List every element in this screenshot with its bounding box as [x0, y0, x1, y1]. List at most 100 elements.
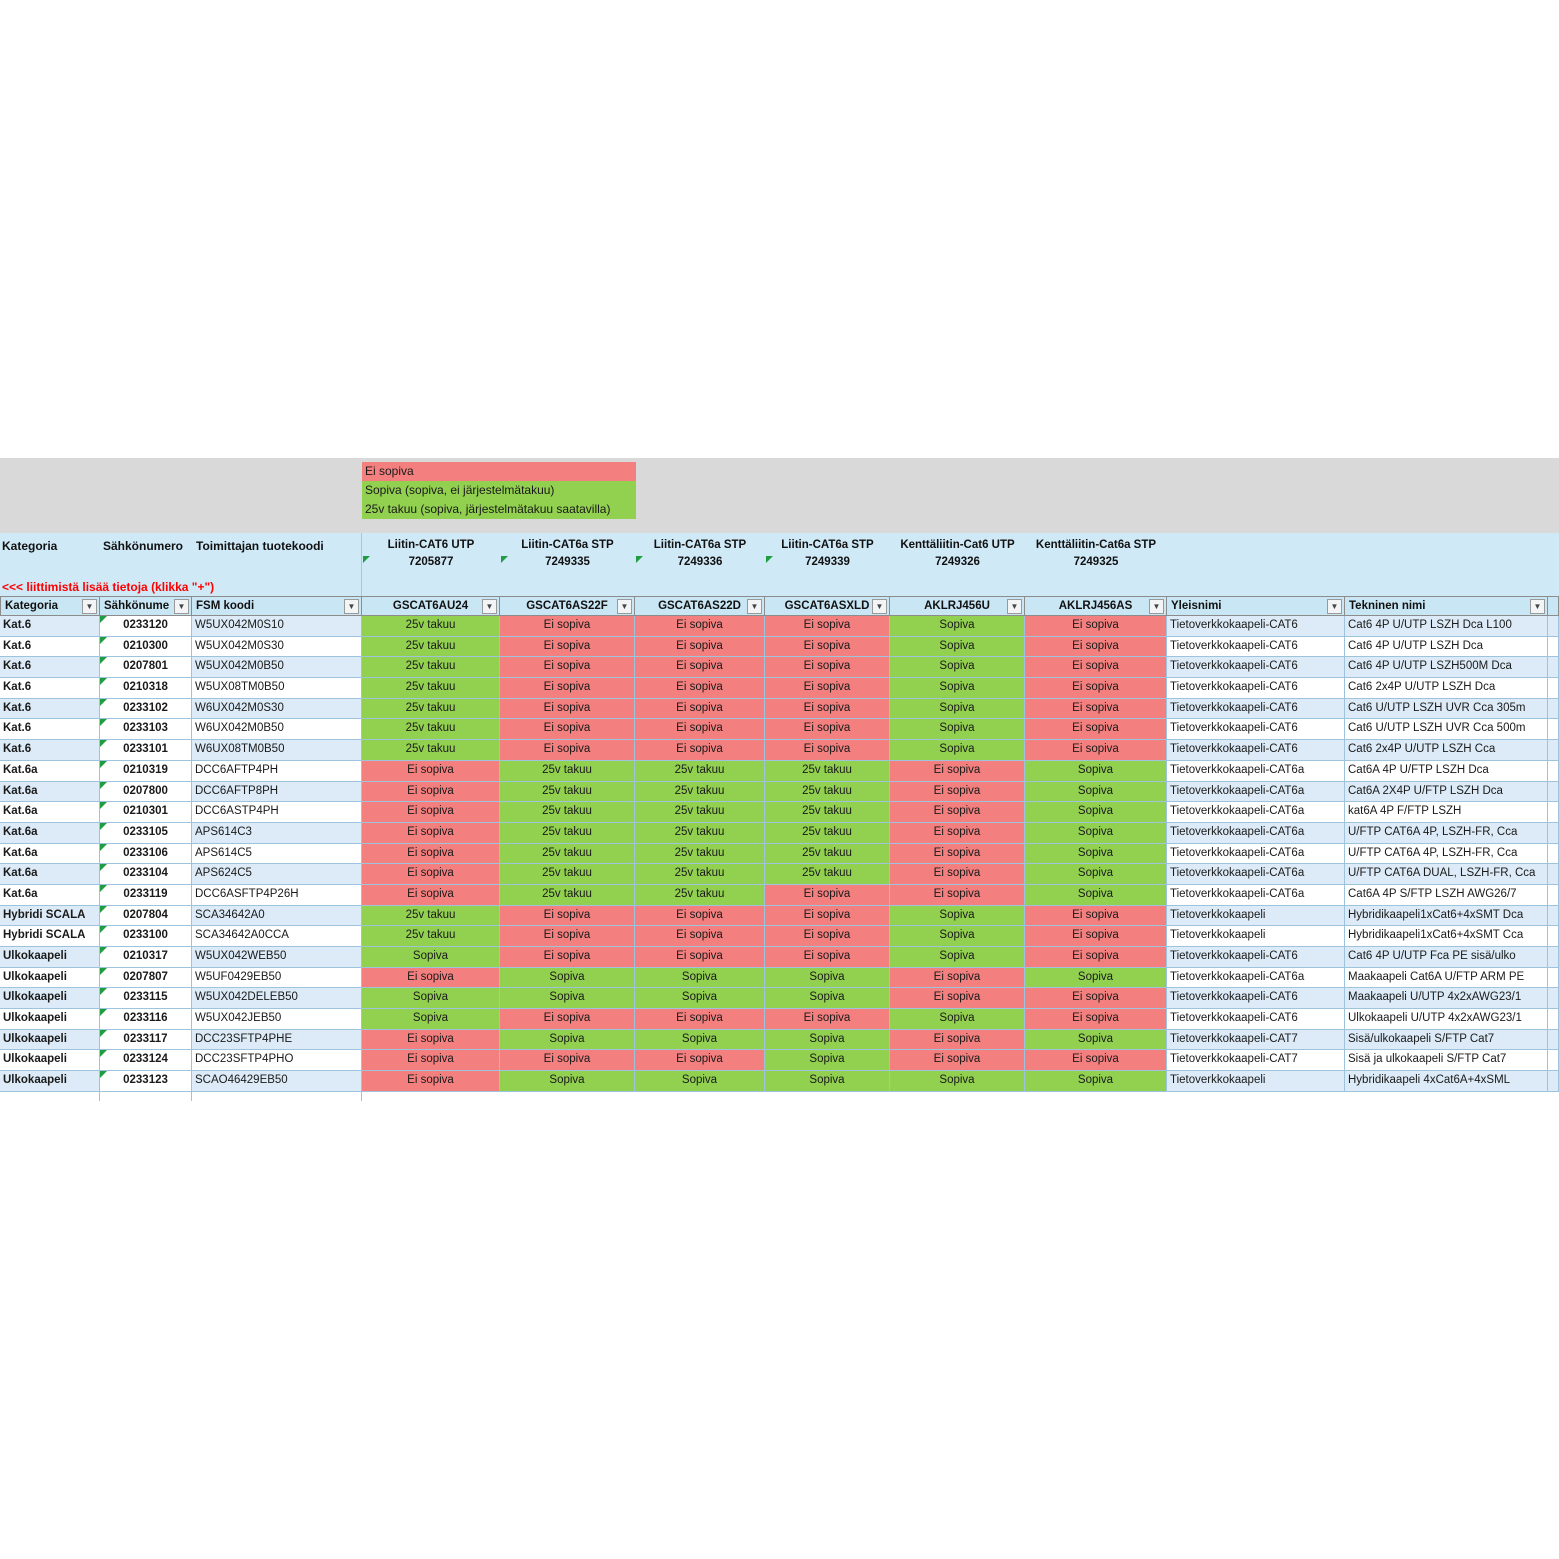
- cell-status[interactable]: 25v takuu: [362, 636, 500, 658]
- cell-status[interactable]: Sopiva: [1025, 822, 1167, 844]
- cell-kategoria[interactable]: Kat.6a: [0, 884, 100, 906]
- cell-kategoria[interactable]: Ulkokaapeli: [0, 947, 100, 968]
- cell-tekninen-nimi[interactable]: Hybridikaapeli1xCat6+4xSMT Cca: [1345, 926, 1548, 947]
- filter-dropdown-button[interactable]: ▼: [617, 599, 632, 614]
- cell-status[interactable]: Ei sopiva: [635, 947, 765, 968]
- cell-status[interactable]: Ei sopiva: [500, 657, 635, 679]
- cell-status[interactable]: 25v takuu: [635, 843, 765, 865]
- cell-tekninen-nimi[interactable]: Cat6A 4P S/FTP LSZH AWG26/7: [1345, 884, 1548, 906]
- cell-fsm-koodi[interactable]: DCC6ASTP4PH: [192, 802, 362, 823]
- cell-yleisnimi[interactable]: Tietoverkkokaapeli-CAT6: [1167, 636, 1345, 658]
- cell-status[interactable]: Sopiva: [1025, 884, 1167, 906]
- cell-status[interactable]: Sopiva: [1025, 864, 1167, 885]
- cell-status[interactable]: Sopiva: [765, 1050, 890, 1072]
- cell-sahkonumero[interactable]: 0210317: [100, 947, 192, 968]
- cell-sahkonumero[interactable]: 0233105: [100, 822, 192, 844]
- cell-kategoria[interactable]: Kat.6: [0, 657, 100, 679]
- cell-status[interactable]: Ei sopiva: [1025, 719, 1167, 741]
- filter-dropdown-button[interactable]: ▼: [344, 599, 359, 614]
- cell-sahkonumero[interactable]: 0233124: [100, 1050, 192, 1072]
- cell-status[interactable]: 25v takuu: [362, 926, 500, 947]
- cell-kategoria[interactable]: Kat.6a: [0, 864, 100, 885]
- cell-kategoria[interactable]: Kat.6a: [0, 781, 100, 803]
- cell-sahkonumero[interactable]: 0207807: [100, 967, 192, 989]
- cell-status[interactable]: Sopiva: [1025, 760, 1167, 782]
- filter-cell-tekninen-nimi[interactable]: Tekninen nimi ▼: [1345, 596, 1548, 616]
- filter-cell-fsm-koodi[interactable]: FSM koodi ▼: [192, 596, 362, 616]
- cell-status[interactable]: Ei sopiva: [362, 1050, 500, 1072]
- cell-kategoria[interactable]: Kat.6: [0, 719, 100, 741]
- cell-yleisnimi[interactable]: Tietoverkkokaapeli-CAT6a: [1167, 802, 1345, 823]
- filter-cell-kategoria[interactable]: Kategoria ▼: [0, 596, 100, 616]
- cell-status[interactable]: Sopiva: [765, 1071, 890, 1092]
- cell-status[interactable]: 25v takuu: [765, 822, 890, 844]
- cell-status[interactable]: Sopiva: [890, 1009, 1025, 1030]
- cell-status[interactable]: Sopiva: [890, 926, 1025, 947]
- cell-status[interactable]: Sopiva: [362, 947, 500, 968]
- cell-status[interactable]: 25v takuu: [765, 760, 890, 782]
- cell-status[interactable]: Ei sopiva: [500, 905, 635, 927]
- cell-status[interactable]: Ei sopiva: [1025, 988, 1167, 1010]
- cell-status[interactable]: Ei sopiva: [635, 719, 765, 741]
- legend-item[interactable]: Sopiva (sopiva, ei järjestelmätakuu): [362, 481, 636, 500]
- filter-dropdown-button[interactable]: ▼: [174, 599, 189, 614]
- cell-sahkonumero[interactable]: 0207804: [100, 905, 192, 927]
- cell-status[interactable]: Ei sopiva: [765, 1009, 890, 1030]
- cell-status[interactable]: Sopiva: [1025, 1029, 1167, 1051]
- cell-sahkonumero[interactable]: 0233117: [100, 1029, 192, 1051]
- cell-sahkonumero[interactable]: 0233102: [100, 698, 192, 720]
- cell-status[interactable]: 25v takuu: [765, 802, 890, 823]
- filter-cell-s-hk-nume[interactable]: Sähkönume ▼: [100, 596, 192, 616]
- cell-yleisnimi[interactable]: Tietoverkkokaapeli-CAT6a: [1167, 864, 1345, 885]
- cell-status[interactable]: Ei sopiva: [635, 926, 765, 947]
- cell-tekninen-nimi[interactable]: U/FTP CAT6A 4P, LSZH-FR, Cca: [1345, 843, 1548, 865]
- cell-sahkonumero[interactable]: 0233106: [100, 843, 192, 865]
- cell-status[interactable]: 25v takuu: [362, 905, 500, 927]
- cell-status[interactable]: Sopiva: [765, 967, 890, 989]
- cell-tekninen-nimi[interactable]: Cat6 4P U/UTP LSZH Dca L100: [1345, 616, 1548, 637]
- cell-status[interactable]: Sopiva: [890, 905, 1025, 927]
- filter-cell-aklrj456as[interactable]: AKLRJ456AS ▼: [1025, 596, 1167, 616]
- cell-status[interactable]: 25v takuu: [635, 864, 765, 885]
- cell-tekninen-nimi[interactable]: Maakaapeli U/UTP 4x2xAWG23/1: [1345, 988, 1548, 1010]
- filter-dropdown-button[interactable]: ▼: [482, 599, 497, 614]
- cell-kategoria[interactable]: Kat.6a: [0, 802, 100, 823]
- cell-status[interactable]: Ei sopiva: [890, 781, 1025, 803]
- cell-status[interactable]: Ei sopiva: [362, 822, 500, 844]
- cell-status[interactable]: Ei sopiva: [500, 698, 635, 720]
- cell-yleisnimi[interactable]: Tietoverkkokaapeli: [1167, 905, 1345, 927]
- cell-status[interactable]: 25v takuu: [362, 657, 500, 679]
- cell-status[interactable]: Sopiva: [890, 719, 1025, 741]
- cell-status[interactable]: Sopiva: [1025, 967, 1167, 989]
- cell-status[interactable]: Ei sopiva: [765, 636, 890, 658]
- cell-fsm-koodi[interactable]: W5UX042WEB50: [192, 947, 362, 968]
- cell-status[interactable]: Ei sopiva: [765, 719, 890, 741]
- cell-status[interactable]: 25v takuu: [500, 843, 635, 865]
- cell-fsm-koodi[interactable]: W5UX042M0S10: [192, 616, 362, 637]
- cell-status[interactable]: Ei sopiva: [1025, 636, 1167, 658]
- connector-header[interactable]: Liitin-CAT6a STP 7249339: [765, 537, 890, 571]
- cell-fsm-koodi[interactable]: W5UX042M0S30: [192, 636, 362, 658]
- cell-fsm-koodi[interactable]: W6UX042M0B50: [192, 719, 362, 741]
- cell-status[interactable]: Ei sopiva: [362, 802, 500, 823]
- cell-status[interactable]: Ei sopiva: [890, 884, 1025, 906]
- cell-status[interactable]: Sopiva: [500, 1071, 635, 1092]
- cell-status[interactable]: Sopiva: [765, 1029, 890, 1051]
- cell-status[interactable]: Ei sopiva: [890, 760, 1025, 782]
- cell-status[interactable]: Ei sopiva: [1025, 926, 1167, 947]
- cell-status[interactable]: 25v takuu: [362, 719, 500, 741]
- cell-fsm-koodi[interactable]: W5UX042JEB50: [192, 1009, 362, 1030]
- filter-cell-gscat6asxld[interactable]: GSCAT6ASXLD ▼: [765, 596, 890, 616]
- cell-status[interactable]: Ei sopiva: [500, 719, 635, 741]
- cell-sahkonumero[interactable]: 0233103: [100, 719, 192, 741]
- cell-tekninen-nimi[interactable]: Maakaapeli Cat6A U/FTP ARM PE: [1345, 967, 1548, 989]
- cell-sahkonumero[interactable]: 0233101: [100, 740, 192, 761]
- cell-status[interactable]: Ei sopiva: [500, 616, 635, 637]
- cell-status[interactable]: Ei sopiva: [890, 967, 1025, 989]
- cell-kategoria[interactable]: Kat.6: [0, 678, 100, 699]
- cell-status[interactable]: Ei sopiva: [765, 657, 890, 679]
- cell-status[interactable]: Sopiva: [1025, 802, 1167, 823]
- cell-kategoria[interactable]: Kat.6: [0, 636, 100, 658]
- cell-status[interactable]: Sopiva: [890, 678, 1025, 699]
- cell-tekninen-nimi[interactable]: Cat6 4P U/UTP LSZH500M Dca: [1345, 657, 1548, 679]
